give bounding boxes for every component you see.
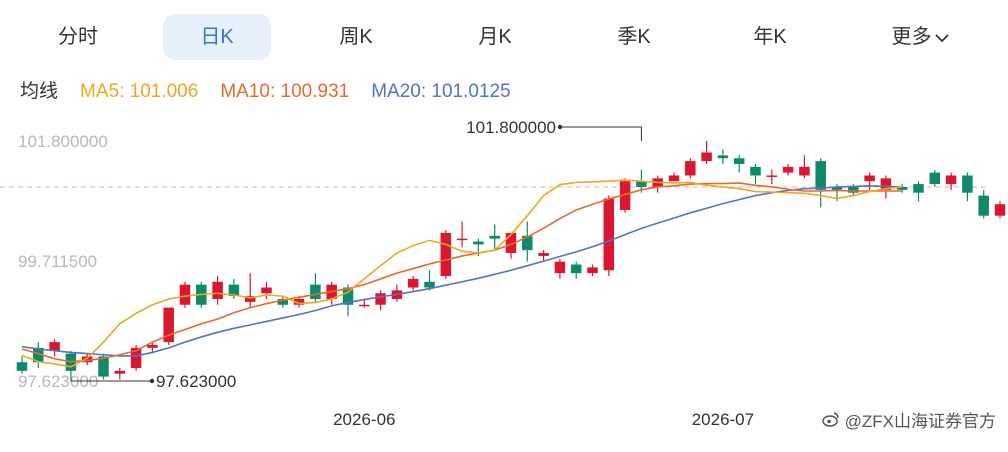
candle-body [733,158,745,164]
candle-body [16,362,28,371]
candle-body [244,296,256,302]
y-tick-label: 99.711500 [18,252,97,271]
candle-body [130,347,142,368]
candle-body [587,267,598,274]
candle-body [293,299,305,305]
ma20-value: MA20: 101.0125 [371,81,511,102]
candle-body [636,181,647,187]
candle-body [228,284,240,297]
weibo-icon [822,412,840,431]
candle-body [864,175,875,182]
ma10-value: MA10: 100.931 [220,81,350,102]
candle-body [522,235,533,251]
candle-body [179,284,191,305]
candle-body [570,264,582,274]
candle-body [489,235,500,239]
candle-body [114,370,126,374]
candle-body [619,181,631,210]
max-marker-label: 101.800000 [466,118,556,137]
candle-body [717,155,729,159]
candle-body [945,175,957,185]
x-tick-label: 2026-07 [692,410,754,429]
ma10-line [21,182,903,363]
tab-intraday[interactable]: 分时 [58,26,98,48]
tab-more-label: 更多 [891,26,932,48]
candle-body [212,281,223,300]
candle-body [440,232,452,277]
candle-body [538,253,549,256]
candle-body [407,278,419,288]
candle-body [962,175,973,193]
candle-body [163,307,174,343]
min-marker-label: 97.623000 [156,372,236,391]
candle-body [701,152,712,162]
candle-body [473,241,484,245]
candle-body [848,186,859,193]
candle-body [98,356,109,377]
x-tick-label: 2026-06 [333,410,395,429]
candle-body [375,293,386,305]
tab-daily-k[interactable]: 日K [163,14,271,60]
tab-quarterly-k[interactable]: 季K [617,26,651,48]
candle-body [929,172,941,185]
candle-body [505,232,517,254]
candle-body [831,186,843,190]
max-marker-line [560,126,642,141]
candle-body [994,204,1006,216]
candle-body [815,161,826,190]
candle-body [896,186,908,190]
candle-body [603,198,615,271]
y-tick-label: 97.623000 [18,372,98,391]
candle-body [978,195,989,216]
ma5-value: MA5: 101.006 [80,81,199,102]
ma5-line [21,179,903,368]
candle-body [342,287,354,305]
watermark-text: @ZFX山海证券官方 [844,412,996,431]
candle-body [766,175,778,177]
tab-monthly-k[interactable]: 月K [478,26,512,48]
ma-legend: 均线 MA5: 101.006 MA10: 100.931 MA20: 101.012… [20,76,533,103]
candle-body [913,184,924,193]
tab-more[interactable]: 更多 [866,14,974,60]
candle-body [33,347,44,363]
candle-body [750,166,761,176]
max-marker-dot [557,124,563,130]
min-marker-dot [149,378,155,384]
candle-body [359,304,370,307]
chevron-down-icon [934,14,949,60]
candle-body [147,344,158,348]
candle-body [424,281,435,288]
candle-body [261,287,272,294]
candle-body [277,299,289,305]
candle-body [880,178,892,190]
ma20-line [21,185,903,357]
candle-body [456,238,468,241]
watermark: @ZFX山海证券官方 [822,407,996,432]
candle-body [81,356,93,363]
candle-body [554,261,566,274]
tab-yearly-k[interactable]: 年K [753,26,787,48]
candle-body [799,166,810,176]
candle-body [782,166,794,173]
tab-weekly-k[interactable]: 周K [339,26,373,48]
period-tabs: 分时 日K 周K 月K 季K 年K 更多 [0,12,1008,62]
candle-body [668,175,680,182]
candle-body [685,161,696,176]
y-tick-label: 101.800000 [18,132,108,151]
ma-legend-title: 均线 [20,81,59,102]
candle-body [310,284,321,300]
candle-body [49,342,60,351]
